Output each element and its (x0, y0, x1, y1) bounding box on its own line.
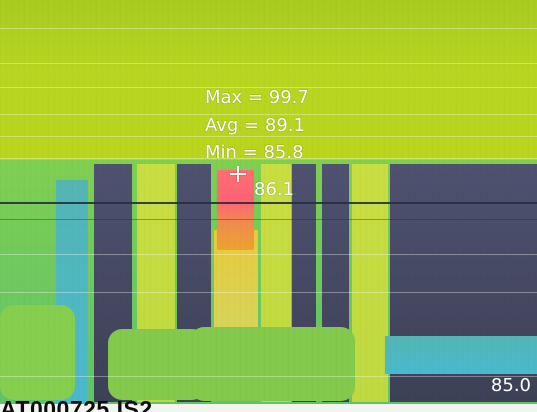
hot-spot (217, 170, 254, 250)
left-foliage (0, 305, 75, 400)
crosshair-icon (230, 166, 246, 182)
upper-thermal-region (0, 0, 537, 164)
spot-temperature-label: 86.1 (254, 179, 295, 200)
minimum-temperature-label: Min = 85.8 (205, 142, 304, 163)
screen-divider-line-faint (0, 219, 537, 220)
warm-column (352, 164, 388, 402)
max-temperature-label: Max = 99.7 (205, 87, 309, 108)
scale-min-label: 85.0 (490, 375, 531, 396)
average-temperature-label: Avg = 89.1 (205, 115, 305, 136)
screen-divider-line (0, 202, 537, 204)
file-name-label: AT000725.IS2 (0, 398, 153, 412)
foreground-foliage (190, 327, 355, 401)
cyan-panel (385, 336, 537, 374)
foreground-foliage (108, 329, 206, 400)
